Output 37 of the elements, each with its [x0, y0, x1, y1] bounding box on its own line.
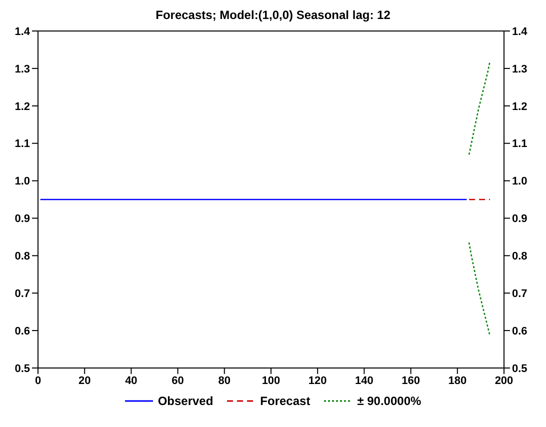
y2-tick-label: 1.1: [512, 138, 528, 150]
y2-tick-label: 0.6: [512, 325, 528, 338]
x-tick-label: 100: [262, 374, 280, 387]
y-tick-label: 0.8: [14, 250, 30, 263]
chart-title: Forecasts; Model:(1,0,0) Seasonal lag: 12: [154, 8, 392, 22]
line-series: [468, 60, 491, 156]
y-tick-label: 1.4: [14, 26, 31, 38]
y-tick-label: 1.3: [14, 63, 30, 76]
x-tick-label: 140: [355, 374, 374, 387]
x-tick-label: 160: [402, 374, 420, 387]
y2-tick-label: 1.0: [512, 176, 528, 188]
y-tick-label: 0.9: [14, 213, 30, 226]
line-series: [468, 242, 491, 337]
y-tick-label: 1.0: [14, 176, 30, 188]
y2-tick-label: 0.8: [512, 250, 528, 263]
x-tick-label: 40: [125, 374, 138, 387]
x-tick-label: 80: [218, 374, 231, 387]
y2-tick-label: 0.7: [512, 288, 528, 300]
y2-tick-label: 1.3: [512, 63, 528, 76]
x-tick-label: 180: [448, 374, 467, 387]
x-tick-label: 0: [34, 374, 42, 387]
y2-tick-label: 1.2: [512, 100, 528, 113]
y-tick-label: 0.5: [14, 362, 30, 375]
legend-label: Forecast: [260, 394, 310, 408]
x-tick-label: 60: [172, 374, 184, 387]
y-tick-label: 0.6: [14, 325, 30, 338]
y2-tick-label: 0.9: [512, 213, 528, 226]
y2-tick-label: 0.5: [512, 362, 528, 375]
x-tick-label: 200: [494, 374, 514, 387]
y2-tick-label: 1.4: [512, 26, 528, 38]
legend-label: Observed: [158, 394, 214, 408]
legend-label: ± 90.0000%: [357, 394, 422, 408]
y-tick-label: 1.1: [14, 138, 30, 150]
y-tick-label: 0.7: [14, 288, 30, 300]
x-tick-label: 20: [78, 374, 91, 387]
y-tick-label: 1.2: [14, 100, 30, 113]
x-tick-label: 120: [308, 374, 327, 387]
